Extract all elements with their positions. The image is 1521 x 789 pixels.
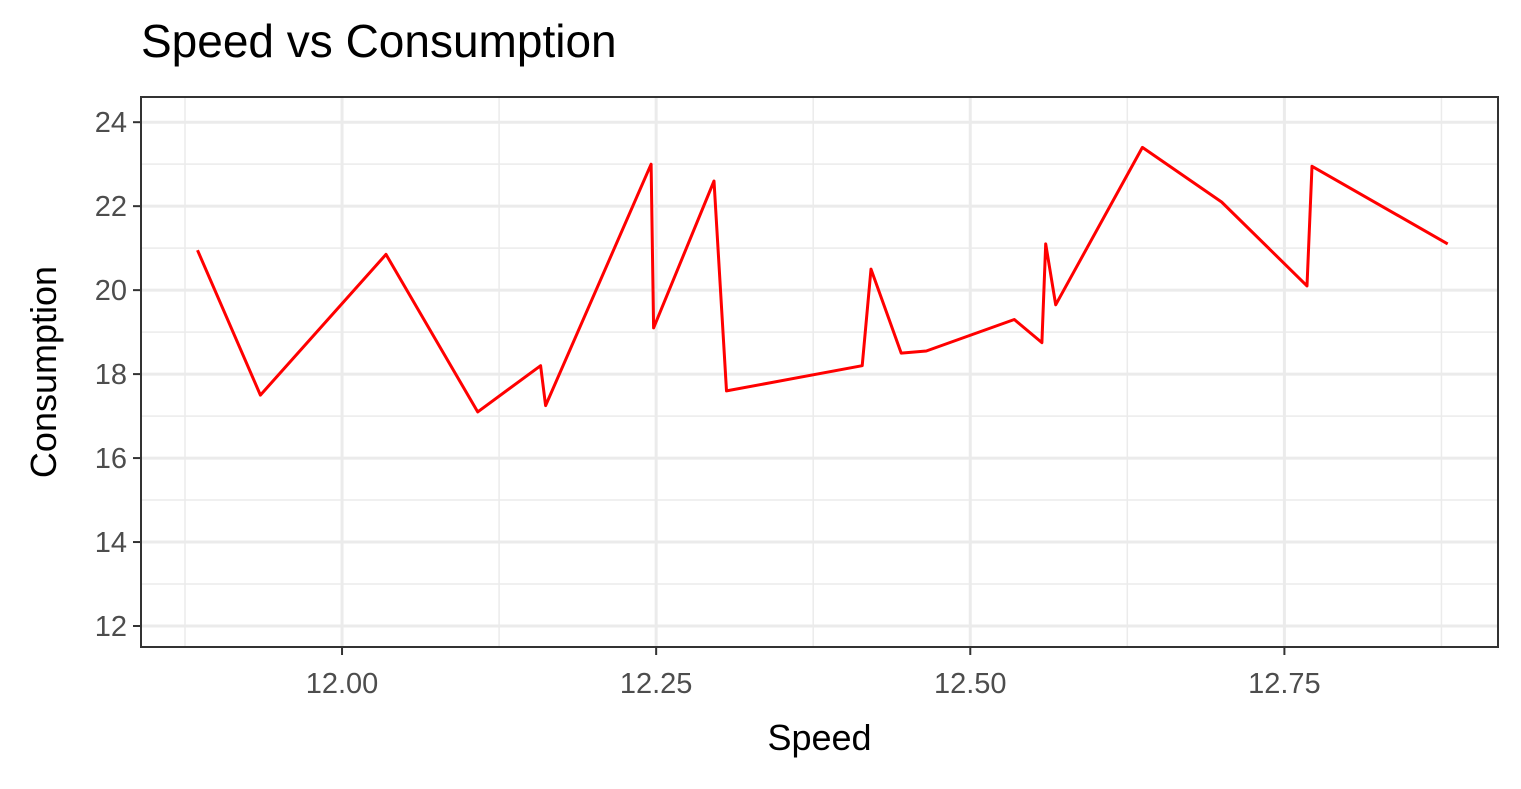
y-tick-label: 18 (95, 359, 127, 391)
x-tick-label: 12.75 (1248, 668, 1321, 700)
plot-border (140, 96, 1499, 648)
y-axis-title: Consumption (23, 266, 64, 478)
plot-panel (141, 97, 1498, 647)
y-tick-label: 12 (95, 611, 127, 643)
x-axis-title: Speed (767, 717, 871, 758)
y-tick-label: 22 (95, 191, 127, 223)
x-tick-label: 12.00 (306, 668, 379, 700)
chart-title: Speed vs Consumption (141, 15, 617, 67)
x-tick-label: 12.50 (934, 668, 1007, 700)
y-tick-label: 24 (95, 107, 127, 139)
y-tick-label: 16 (95, 443, 127, 475)
x-tick-label: 12.25 (620, 668, 693, 700)
y-tick-label: 14 (95, 527, 127, 559)
y-tick-label: 20 (95, 275, 127, 307)
series-line-0 (196, 145, 1449, 414)
